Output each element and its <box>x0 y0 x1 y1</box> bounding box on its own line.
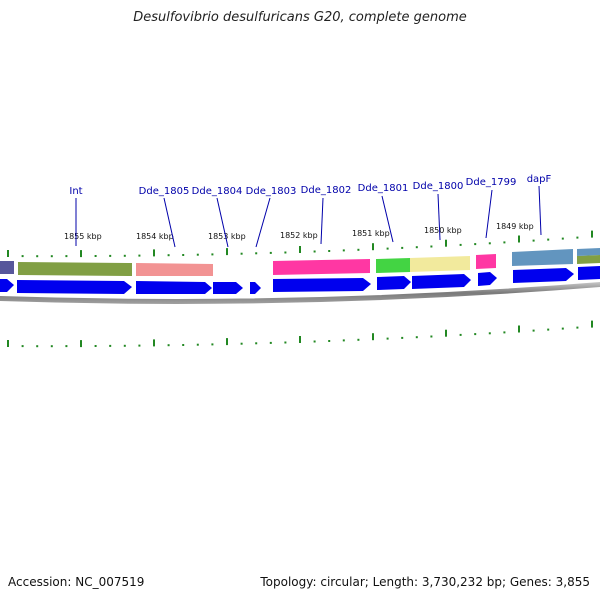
cds-arrow <box>273 278 371 292</box>
leader-line-dde-1802 <box>320 197 324 245</box>
leader-line-dapf <box>538 185 542 236</box>
feature-segment <box>577 248 600 256</box>
cds-arrow <box>136 281 212 294</box>
kbp-label: 1855 kbp <box>64 232 102 241</box>
leader-line-dde-1804 <box>216 197 229 248</box>
feature-segment <box>136 263 213 276</box>
gene-label-dde-1800: Dde_1800 <box>413 181 464 192</box>
cds-arrow <box>17 280 132 294</box>
kbp-labels: 1855 kbp 1854 kbp 1853 kbp 1852 kbp 1851… <box>64 222 534 241</box>
gene-label-dapf: dapF <box>527 174 552 185</box>
cds-arrow <box>578 266 600 280</box>
feature-segment <box>0 261 14 274</box>
gene-label-dde-1803: Dde_1803 <box>246 186 297 197</box>
feature-segment <box>577 255 600 264</box>
leader-line-dde-1799 <box>485 189 493 239</box>
cds-arrow <box>250 282 261 294</box>
kbp-label: 1851 kbp <box>352 229 390 238</box>
leader-line-dde-1803 <box>255 197 271 248</box>
kbp-label: 1854 kbp <box>136 232 174 241</box>
outer-tick-row <box>7 230 593 258</box>
genome-backbone <box>0 282 600 304</box>
kbp-label: 1852 kbp <box>280 231 318 240</box>
cds-arrow <box>478 272 497 286</box>
feature-segment <box>410 256 470 272</box>
cds-arrow <box>0 279 14 292</box>
feature-segment <box>376 258 410 273</box>
feature-segment <box>512 249 573 266</box>
feature-segment <box>273 259 370 275</box>
gene-labels: Int Dde_1805 Dde_1804 Dde_1803 Dde_1802 … <box>69 174 551 197</box>
feature-track <box>0 248 600 276</box>
map-title: Desulfovibrio desulfuricans G20, complet… <box>133 10 467 25</box>
leader-line-dde-1801 <box>381 195 394 243</box>
kbp-label: 1853 kbp <box>208 232 246 241</box>
kbp-label: 1849 kbp <box>496 222 534 231</box>
inner-tick-row <box>7 320 593 348</box>
accession-text: Accession: NC_007519 <box>8 575 145 589</box>
gene-label-dde-1801: Dde_1801 <box>358 183 409 194</box>
cds-arrow <box>213 282 243 294</box>
cds-track <box>0 266 600 294</box>
gene-label-dde-1804: Dde_1804 <box>192 186 243 197</box>
genome-summary-text: Topology: circular; Length: 3,730,232 bp… <box>260 575 590 589</box>
gene-label-dde-1802: Dde_1802 <box>301 185 352 196</box>
cds-arrow <box>513 268 574 283</box>
gene-leader-lines <box>75 185 542 248</box>
feature-segment <box>18 262 132 276</box>
cds-arrow <box>412 274 471 289</box>
gene-label-int: Int <box>69 186 82 197</box>
gene-label-dde-1799: Dde_1799 <box>466 177 517 188</box>
kbp-label: 1850 kbp <box>424 226 462 235</box>
gene-label-dde-1805: Dde_1805 <box>139 186 190 197</box>
leader-line-dde-1800 <box>437 193 441 241</box>
cds-arrow <box>377 276 411 290</box>
feature-segment <box>476 254 496 269</box>
leader-line-dde-1805 <box>163 197 176 248</box>
